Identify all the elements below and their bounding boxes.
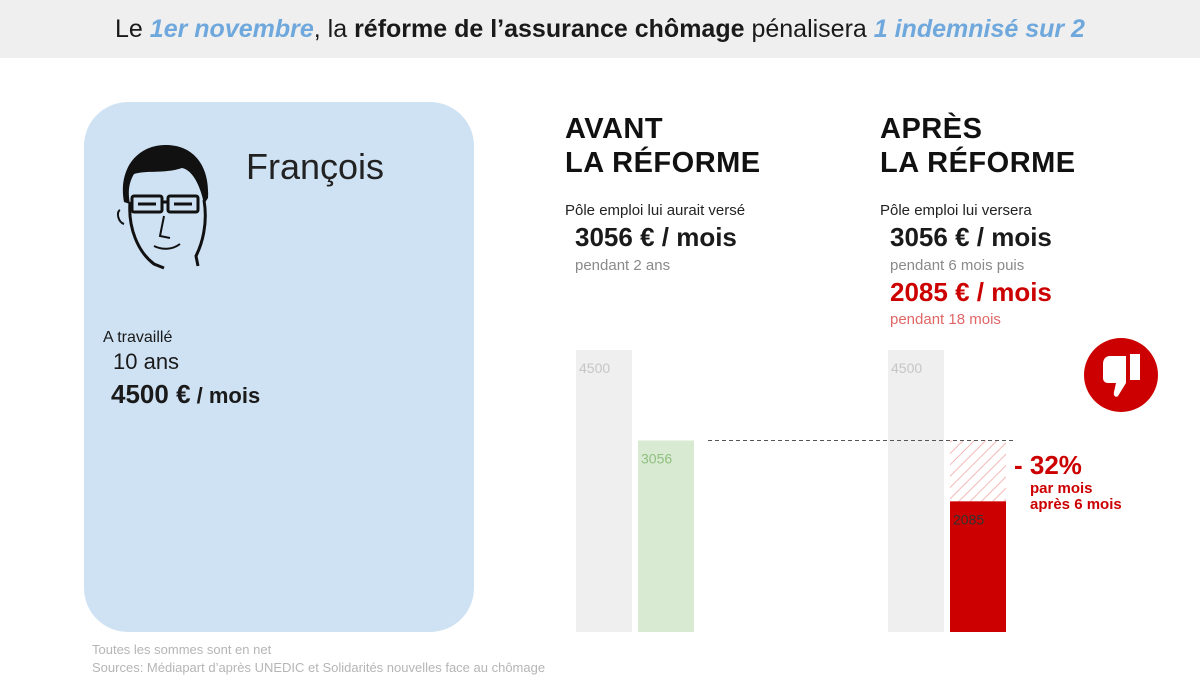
drop-percent: - 32% [1014,450,1082,480]
thumbs-down-badge [1084,338,1158,412]
bar-label-2085: 2085 [953,511,984,527]
after-heading-line-2: LA RÉFORME [880,147,1076,179]
salary-value: 4500 € [111,379,191,409]
title-part-1: Le [115,14,150,43]
before-heading: AVANT LA RÉFORME [565,112,761,180]
bar-label-3056: 3056 [641,450,672,466]
drop-note-line-2: après 6 mois [1030,496,1122,513]
before-duration: pendant 2 ans [575,257,671,274]
after-heading: APRÈS LA RÉFORME [880,112,1076,180]
title-date: 1er novembre [149,14,314,43]
bar-before-3056 [638,440,694,632]
after-duration-2: pendant 18 mois [890,311,1001,328]
title-subject: réforme de l’assurance chômage [354,14,745,43]
before-intro: Pôle emploi lui aurait versé [565,202,746,219]
bar-after-4500 [888,350,944,632]
bar-before-4500 [576,350,632,632]
drop-annotation: - 32% par mois après 6 mois [1014,450,1122,513]
after-heading-line-1: APRÈS [880,113,983,145]
title-impact: 1 indemnisé sur 2 [873,14,1085,43]
before-amount: 3056 € / mois [575,222,737,252]
person-card [84,102,474,632]
before-heading-line-2: LA RÉFORME [565,147,761,179]
person-name: François [246,146,385,187]
title-part-2: , la [313,14,355,43]
reduction-hatch-area [950,440,1006,502]
thumbs-down-icon [1103,354,1140,397]
before-heading-line-1: AVANT [565,113,664,145]
after-intro: Pôle emploi lui versera [880,202,1032,219]
title-banner: Le 1er novembre, la réforme de l’assuran… [0,0,1200,58]
bar-label-4500: 4500 [891,360,922,376]
salary-unit: / mois [190,383,261,408]
footer-note: Toutes les sommes sont en net [92,642,272,657]
after-amount-2: 2085 € / mois [890,277,1052,307]
after-amount-1: 3056 € / mois [890,222,1052,252]
drop-note-line-1: par mois [1030,480,1093,497]
after-duration-1: pendant 6 mois puis [890,257,1025,274]
salary: 4500 € / mois [111,379,260,410]
footer-sources: Sources: Médiapart d’après UNEDIC et Sol… [92,660,546,675]
title-part-3: pénalisera [744,14,874,43]
bar-after-2085 [950,501,1006,632]
worked-label: A travaillé [103,329,173,346]
face-sketch-icon [116,144,209,270]
bar-label-4500: 4500 [579,360,610,376]
worked-years: 10 ans [113,349,180,374]
